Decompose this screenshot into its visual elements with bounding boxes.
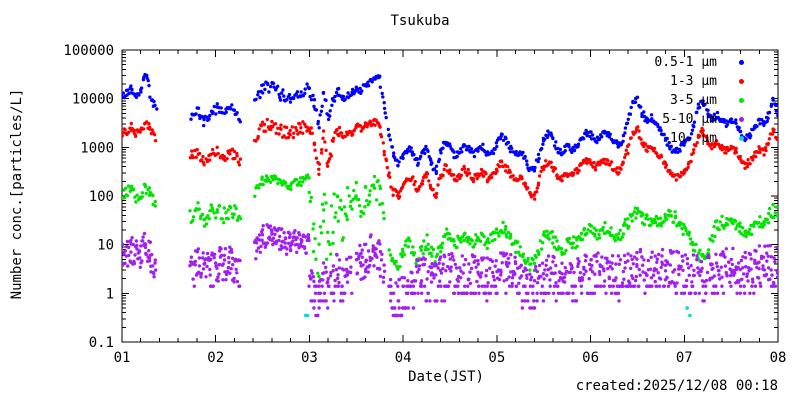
y-tick-label: 100 [89,189,114,205]
x-tick-label: 08 [770,350,787,366]
legend-item-label: 3-5 μm [670,93,717,108]
y-tick-label: 0.1 [89,335,114,351]
y-tick-label: 1000 [80,140,114,156]
plot-frame [121,49,779,343]
legend-marker-dot [739,79,744,84]
y-tick-label: 100000 [63,43,114,59]
legend-item-label: 1-3 μm [670,74,717,89]
x-tick-label: 04 [395,350,412,366]
x-tick-label: 05 [488,350,505,366]
series-points-2 [122,173,778,279]
x-tick-label: 02 [207,350,224,366]
data-points [122,72,778,318]
legend-item: 1-3 μm [654,72,744,91]
legend-marker-dot [739,98,744,103]
legend-marker-dot [739,60,744,65]
legend-marker-dot [739,117,744,122]
tick-labels: 01 02 03 04 05 06 07 08 0.1 1 10 100 1000 10000 100000 [63,43,786,366]
series-points-4 [303,306,692,318]
series-points-3 [122,223,778,318]
x-tick-label: 03 [301,350,318,366]
legend-item: 3-5 μm [654,91,744,110]
x-axis-label: Date(JST) [408,369,484,385]
legend-marker-dot [739,136,744,141]
legend-item: 5-10 μm [654,110,744,129]
series-points-1 [122,117,778,201]
legend: 0.5-1 μm 1-3 μm 3-5 μm 5-10 μm 10- μm [654,53,744,148]
y-tick-label: 10000 [72,92,114,108]
series-points-0 [122,72,778,176]
legend-item-label: 0.5-1 μm [654,55,717,70]
legend-item-label: 10- μm [670,131,717,146]
x-tick-label: 06 [582,350,599,366]
y-tick-label: 1 [106,286,114,302]
x-tick-label: 07 [676,350,693,366]
y-tick-label: 10 [97,238,114,254]
chart-title: Tsukuba [390,13,450,29]
created-timestamp: created:2025/12/08 00:18 [575,378,778,394]
x-tick-label: 01 [114,350,131,366]
legend-item: 10- μm [654,129,744,148]
legend-item-label: 5-10 μm [662,112,717,127]
legend-item: 0.5-1 μm [654,53,744,72]
y-axis-label: Number conc.[particles/L] [9,88,25,300]
